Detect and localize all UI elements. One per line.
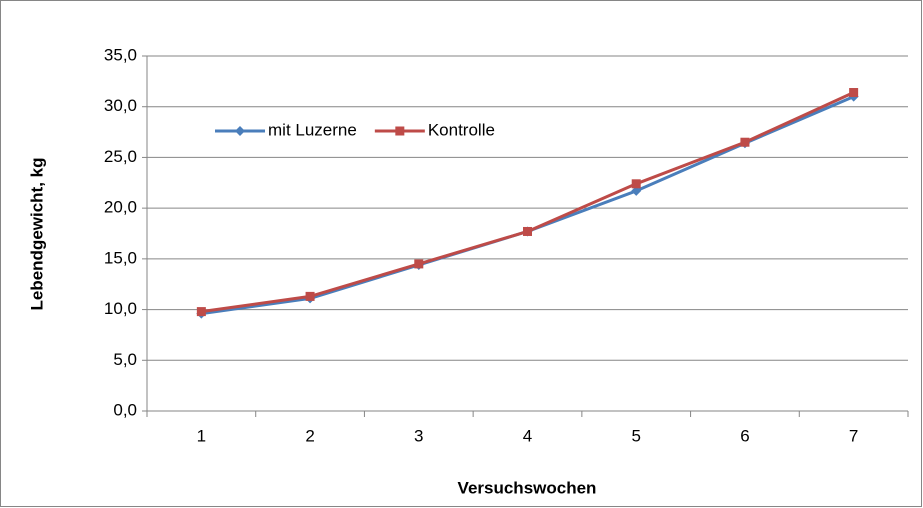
data-point	[740, 137, 750, 147]
legend-label: mit Luzerne	[268, 120, 357, 139]
y-tick-label: 5,0	[113, 350, 137, 369]
x-tick-label: 5	[631, 426, 640, 445]
y-tick-label: 20,0	[104, 198, 137, 217]
data-point	[631, 179, 641, 189]
data-point	[631, 185, 642, 196]
legend-marker	[395, 126, 405, 136]
y-tick-label: 0,0	[113, 400, 137, 419]
y-tick-label: 30,0	[104, 96, 137, 115]
x-tick-label: 3	[414, 426, 423, 445]
x-axis-title: Versuchswochen	[458, 478, 597, 497]
legend-label: Kontrolle	[428, 120, 495, 139]
y-tick-label: 15,0	[104, 248, 137, 267]
x-tick-label: 1	[197, 426, 206, 445]
data-point	[523, 226, 532, 236]
legend-marker	[235, 126, 245, 136]
x-tick-label: 2	[305, 426, 314, 445]
data-point	[849, 88, 859, 98]
x-tick-label: 7	[849, 426, 858, 445]
x-tick-label: 4	[523, 426, 532, 445]
y-tick-label: 10,0	[104, 299, 137, 318]
data-point	[196, 307, 206, 317]
y-tick-label: 25,0	[104, 147, 137, 166]
data-point	[305, 291, 315, 301]
x-tick-label: 6	[740, 426, 749, 445]
data-point	[414, 259, 424, 269]
y-axis-title: Lebendgewicht, kg	[27, 157, 46, 310]
y-tick-label: 35,0	[104, 45, 137, 64]
